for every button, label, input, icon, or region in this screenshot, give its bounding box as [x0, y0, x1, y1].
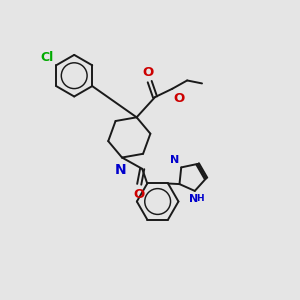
Text: Cl: Cl — [40, 51, 53, 64]
Text: N: N — [170, 155, 180, 165]
Text: N: N — [115, 163, 126, 177]
Text: O: O — [173, 92, 184, 105]
Text: O: O — [134, 188, 145, 201]
Text: H: H — [196, 194, 204, 203]
Text: N: N — [189, 194, 198, 205]
Text: O: O — [142, 66, 154, 79]
